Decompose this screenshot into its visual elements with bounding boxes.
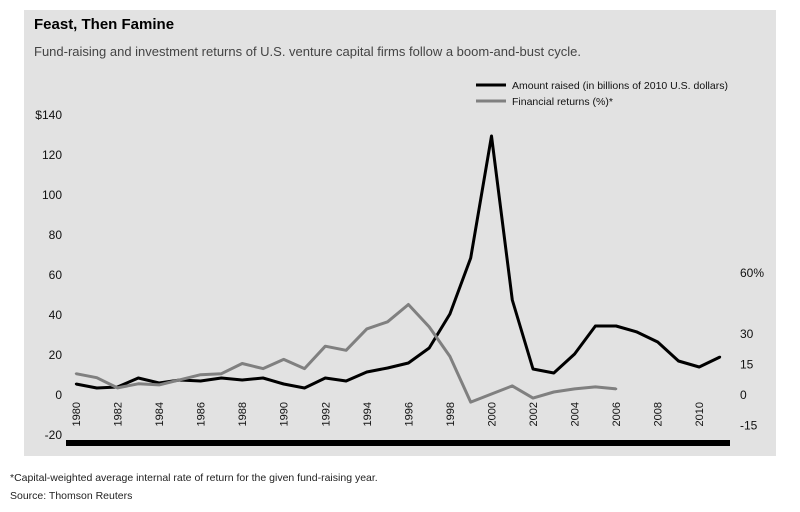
data-point-financial-returns — [282, 358, 285, 361]
y-left-tick-label: 20 — [49, 348, 63, 362]
data-point-amount-raised — [531, 367, 535, 371]
data-point-amount-raised — [614, 324, 618, 328]
x-tick-label: 1990 — [279, 402, 291, 426]
data-point-financial-returns — [531, 396, 535, 400]
x-tick-label: 1982 — [113, 402, 125, 426]
x-axis-baseline — [66, 440, 730, 446]
chart-legend: Amount raised (in billions of 2010 U.S. … — [476, 80, 728, 108]
data-point-financial-returns — [448, 355, 452, 358]
x-tick-label: 1980 — [71, 402, 83, 426]
x-tick-label: 1986 — [196, 402, 208, 426]
data-point-amount-raised — [718, 355, 722, 359]
x-tick-label: 2008 — [653, 402, 665, 426]
data-point-financial-returns — [137, 382, 140, 386]
data-point-amount-raised — [573, 352, 576, 356]
data-point-financial-returns — [199, 373, 202, 376]
y-left-tick-label: 80 — [49, 228, 63, 242]
data-point-amount-raised — [635, 330, 639, 334]
x-tick-label: 1994 — [362, 402, 374, 426]
footnote: *Capital-weighted average internal rate … — [10, 472, 378, 484]
data-point-amount-raised — [303, 386, 306, 390]
y-right-tick-label: 60% — [740, 266, 764, 280]
data-point-financial-returns — [303, 367, 306, 370]
y-right-tick-label: 0 — [740, 388, 747, 402]
legend-label-returns: Financial returns (%)* — [512, 96, 613, 108]
data-point-financial-returns — [74, 372, 78, 375]
y-left-tick-label: 120 — [42, 148, 62, 162]
data-point-amount-raised — [677, 359, 680, 363]
data-point-financial-returns — [240, 362, 244, 365]
data-point-amount-raised — [490, 134, 493, 138]
x-tick-label: 1996 — [403, 402, 415, 426]
data-point-amount-raised — [240, 378, 244, 382]
data-point-financial-returns — [324, 345, 327, 348]
x-tick-label: 1992 — [320, 402, 332, 426]
data-point-amount-raised — [261, 376, 265, 380]
data-point-amount-raised — [74, 382, 78, 386]
data-point-financial-returns — [594, 385, 597, 389]
chart-subtitle: Fund-raising and investment returns of U… — [34, 44, 581, 59]
data-point-financial-returns — [365, 327, 369, 331]
y-right-tick-label: -15 — [740, 419, 758, 433]
data-point-amount-raised — [469, 256, 472, 260]
legend-label-raised: Amount raised (in billions of 2010 U.S. … — [512, 80, 728, 92]
data-point-amount-raised — [344, 379, 348, 383]
x-tick-label: 2006 — [611, 402, 623, 426]
data-point-amount-raised — [324, 376, 327, 380]
data-point-amount-raised — [656, 340, 659, 344]
data-point-amount-raised — [282, 382, 285, 386]
y-left-tick-label: 0 — [55, 388, 62, 402]
data-point-amount-raised — [511, 298, 514, 302]
x-tick-label: 1984 — [154, 402, 166, 426]
source-note: Source: Thomson Reuters — [10, 490, 133, 502]
y-left-tick-label: 100 — [42, 188, 62, 202]
data-point-amount-raised — [552, 371, 556, 375]
data-point-amount-raised — [407, 361, 410, 365]
data-point-financial-returns — [407, 303, 410, 306]
data-point-financial-returns — [116, 386, 119, 390]
data-point-financial-returns — [157, 383, 161, 387]
y-left-tick-label: -20 — [45, 428, 63, 442]
x-tick-label: 2000 — [486, 402, 498, 426]
data-point-financial-returns — [220, 372, 223, 375]
data-point-amount-raised — [365, 370, 369, 374]
data-point-financial-returns — [552, 390, 556, 394]
data-point-amount-raised — [448, 312, 452, 316]
data-point-amount-raised — [199, 379, 202, 383]
data-point-amount-raised — [594, 324, 597, 328]
x-tick-label: 2004 — [570, 402, 582, 426]
data-point-financial-returns — [178, 378, 182, 381]
y-left-tick-label: 60 — [49, 268, 63, 282]
y-right-tick-label: 15 — [740, 358, 754, 372]
data-point-financial-returns — [344, 349, 348, 352]
data-point-financial-returns — [261, 367, 265, 370]
x-tick-label: 1988 — [237, 402, 249, 426]
data-point-amount-raised — [386, 366, 389, 370]
data-point-amount-raised — [698, 365, 701, 369]
y-left-tick-label: $140 — [35, 108, 62, 122]
data-point-financial-returns — [95, 376, 98, 379]
data-point-financial-returns — [490, 392, 493, 396]
data-point-financial-returns — [573, 387, 576, 391]
x-tick-label: 2010 — [694, 402, 706, 426]
data-point-amount-raised — [137, 376, 140, 380]
series-line-financial-returns — [75, 303, 617, 404]
y-right-tick-label: 30 — [740, 327, 754, 341]
data-point-amount-raised — [95, 386, 98, 390]
x-tick-label: 2002 — [528, 402, 540, 426]
data-point-financial-returns — [511, 384, 514, 388]
chart-title: Feast, Then Famine — [34, 16, 175, 33]
data-point-financial-returns — [427, 325, 431, 329]
data-point-amount-raised — [427, 346, 431, 350]
series-line-amount-raised — [75, 134, 721, 390]
data-point-financial-returns — [469, 400, 472, 404]
data-point-amount-raised — [220, 376, 223, 380]
x-tick-label: 1998 — [445, 402, 457, 426]
y-left-tick-label: 40 — [49, 308, 63, 322]
data-point-financial-returns — [386, 320, 389, 324]
data-point-financial-returns — [614, 387, 618, 391]
